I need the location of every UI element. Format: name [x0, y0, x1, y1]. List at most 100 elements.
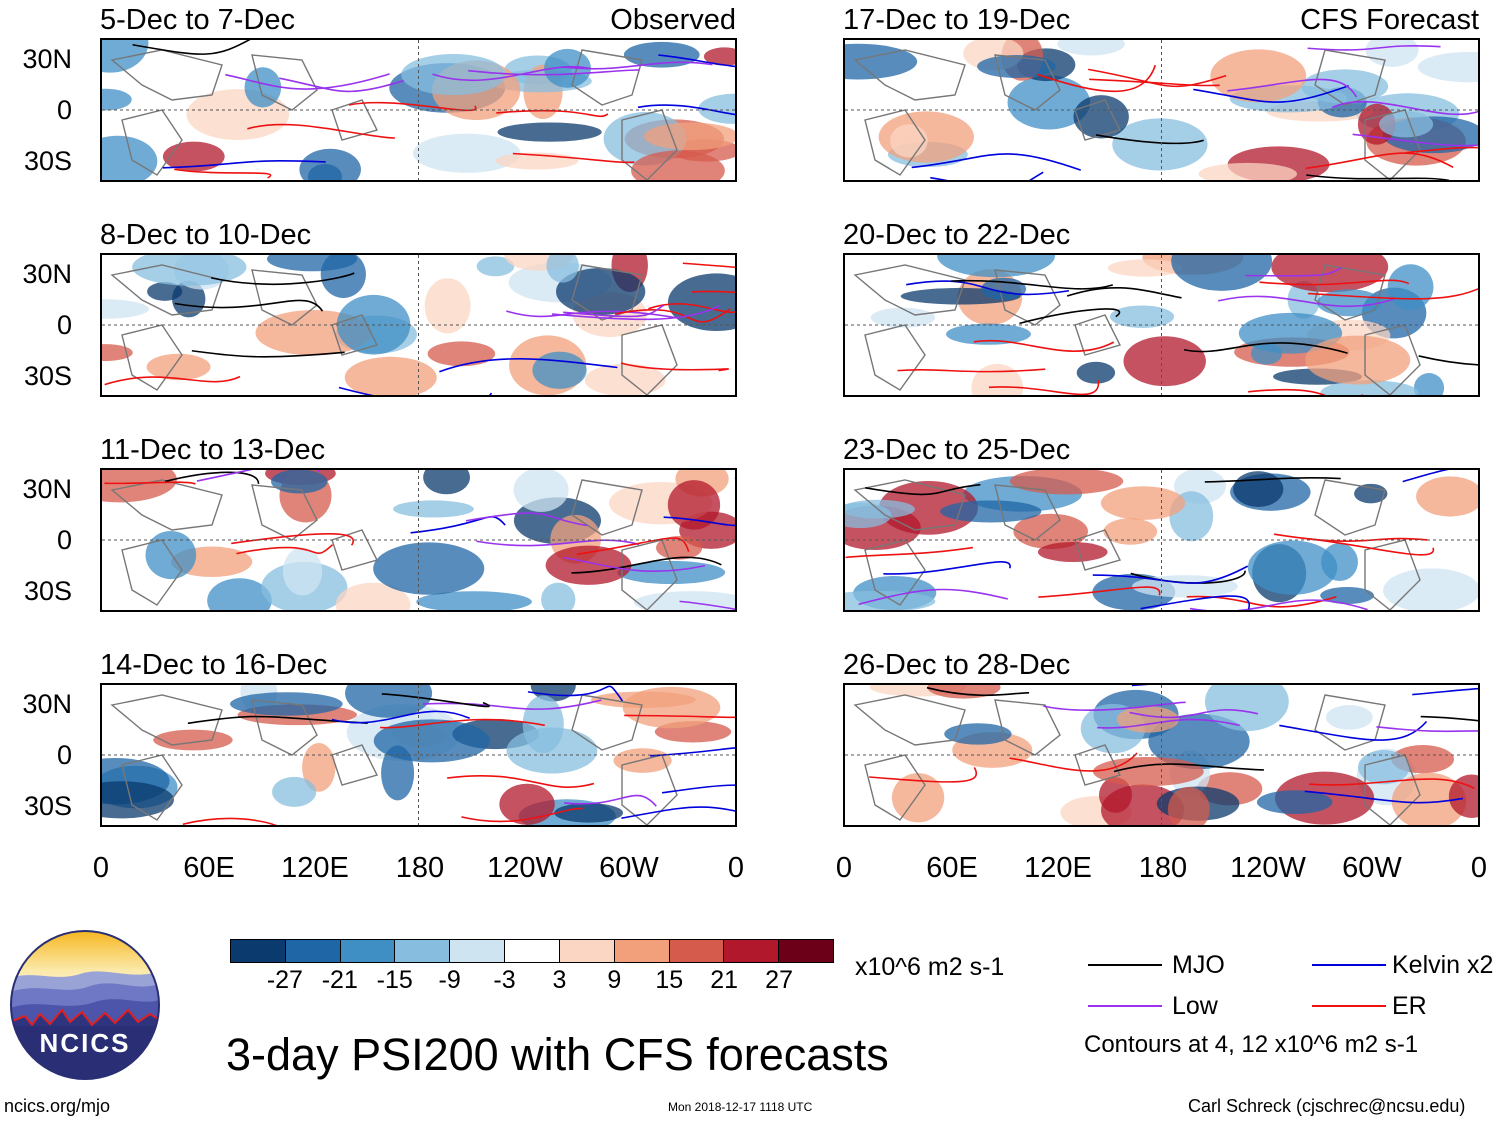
land-outline	[1314, 694, 1386, 751]
panel-title: 23-Dec to 25-Dec	[843, 434, 1071, 466]
footer-url[interactable]: ncics.org/mjo	[4, 1096, 111, 1116]
contour-line	[1019, 308, 1121, 325]
contour-line	[551, 304, 721, 321]
lat-label-30s: 30S	[23, 791, 72, 821]
map-panel	[843, 38, 1480, 182]
contour-line	[348, 101, 477, 112]
anomaly-blob	[416, 591, 532, 610]
anomaly-blob	[102, 299, 149, 319]
land-outline	[864, 539, 926, 606]
contour-line	[196, 470, 320, 482]
anomaly-blob	[345, 685, 433, 718]
lat-label-30s: 30S	[23, 576, 72, 606]
anomaly-blob	[940, 500, 1042, 523]
anomaly-blob	[937, 255, 1056, 278]
colorbar-tick-label: 27	[765, 966, 793, 994]
contour-line	[191, 349, 345, 358]
lat-label-30n: 30N	[22, 689, 72, 719]
anomaly-blob	[644, 122, 735, 151]
anomaly-blob	[307, 163, 342, 180]
anomaly-blob	[541, 582, 576, 610]
colorbar-swatch	[559, 940, 615, 962]
contour-line	[432, 65, 591, 82]
contour-line	[512, 152, 635, 164]
anomaly-blob	[945, 323, 1031, 345]
map-panel	[843, 683, 1480, 827]
lon-label: 60W	[1342, 852, 1402, 884]
anomaly-blob	[1092, 756, 1204, 787]
anomaly-blob	[1198, 162, 1297, 180]
contour-line	[468, 69, 640, 76]
colorbar-tick-label: -21	[321, 966, 358, 994]
contour-line	[930, 171, 1044, 180]
anomaly-blob	[1037, 542, 1108, 562]
panel-title: 20-Dec to 22-Dec	[843, 219, 1071, 251]
footer-author: Carl Schreck (cjschrec@ncsu.edu)	[1188, 1096, 1466, 1116]
anomaly-blob	[1100, 486, 1186, 520]
contour-line	[906, 280, 1070, 296]
anomaly-blob	[698, 93, 735, 124]
colorbar-swatch	[285, 940, 341, 962]
legend-er-label: ER	[1392, 992, 1427, 1020]
panel-title: 17-Dec to 19-Dec	[843, 4, 1071, 36]
anomaly-blob	[344, 356, 437, 395]
anomaly-blob	[147, 282, 183, 301]
anomaly-blob	[102, 470, 177, 503]
contour-line	[279, 77, 405, 93]
anomaly-blob	[1391, 772, 1467, 825]
land-outline	[331, 99, 379, 141]
anomaly-blob	[1167, 786, 1210, 825]
contour-line	[496, 109, 609, 118]
land-outline	[864, 754, 926, 821]
anomaly-blob	[546, 255, 579, 283]
contour-line	[225, 73, 390, 90]
anomaly-blob	[506, 727, 598, 774]
colorbar-tick-label: -9	[438, 966, 461, 994]
land-outline	[1364, 539, 1421, 610]
contour-line	[1304, 790, 1464, 804]
kelvin-line-icon	[1312, 964, 1386, 966]
land-outline	[853, 49, 966, 101]
contour-line	[620, 362, 729, 372]
anomaly-blob	[1210, 49, 1307, 103]
anomaly-blob	[1123, 336, 1206, 387]
map-panel	[843, 468, 1480, 612]
contour-line	[1113, 763, 1264, 773]
contour-line	[447, 774, 595, 788]
contour-line	[132, 40, 251, 55]
anomaly-blob	[1305, 335, 1411, 385]
contour-line	[331, 710, 470, 724]
anomaly-blob	[870, 307, 936, 328]
contour-line	[1306, 174, 1450, 180]
lon-label: 180	[1138, 852, 1188, 884]
anomaly-blob	[427, 341, 496, 367]
anomaly-blob	[971, 363, 1024, 395]
lat-label-0: 0	[56, 310, 72, 340]
lon-label: 180	[395, 852, 445, 884]
footer-timestamp: Mon 2018-12-17 1118 UTC	[668, 1100, 813, 1114]
land-outline	[864, 324, 926, 391]
anomaly-blob	[401, 54, 506, 96]
land-outline	[331, 314, 379, 356]
anomaly-blob	[927, 685, 1001, 699]
panel-title: 26-Dec to 28-Dec	[843, 649, 1071, 681]
contour-line	[1089, 78, 1220, 87]
contour-line	[1043, 701, 1186, 711]
contour-line	[563, 556, 706, 573]
lat-label-30s: 30S	[23, 146, 72, 176]
contour-line	[1309, 778, 1475, 790]
land-outline	[1074, 529, 1122, 571]
contour-line	[182, 817, 277, 825]
land-outline	[1364, 109, 1421, 180]
anomaly-blob	[1357, 750, 1410, 785]
contour-line	[236, 544, 334, 555]
lon-label: 120E	[281, 852, 349, 884]
contour-line	[1217, 295, 1395, 308]
contour-line	[621, 806, 735, 819]
anomaly-blob	[1057, 40, 1125, 56]
colorbar-swatch	[340, 940, 396, 962]
anomaly-blob	[145, 530, 197, 580]
contour-line	[104, 481, 196, 485]
lat-label-30s: 30S	[23, 361, 72, 391]
contour-line	[679, 600, 735, 610]
